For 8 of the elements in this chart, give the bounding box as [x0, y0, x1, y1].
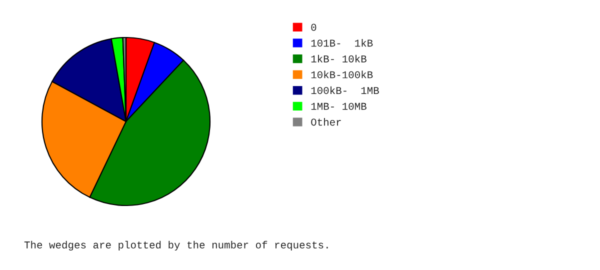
legend-label: 10kB-100kB — [311, 70, 373, 78]
legend-label: Other — [311, 118, 341, 126]
legend-label: 101B- 1kB — [311, 39, 373, 47]
legend-label: 0 — [311, 24, 316, 31]
legend-label: 1kB- 10kB — [311, 54, 366, 62]
legend-label: 100kB- 1MB — [311, 86, 379, 94]
legend-label: 1MB- 10MB — [311, 102, 366, 110]
text: The wedges are plotted by the number of requests. — [24, 240, 328, 251]
